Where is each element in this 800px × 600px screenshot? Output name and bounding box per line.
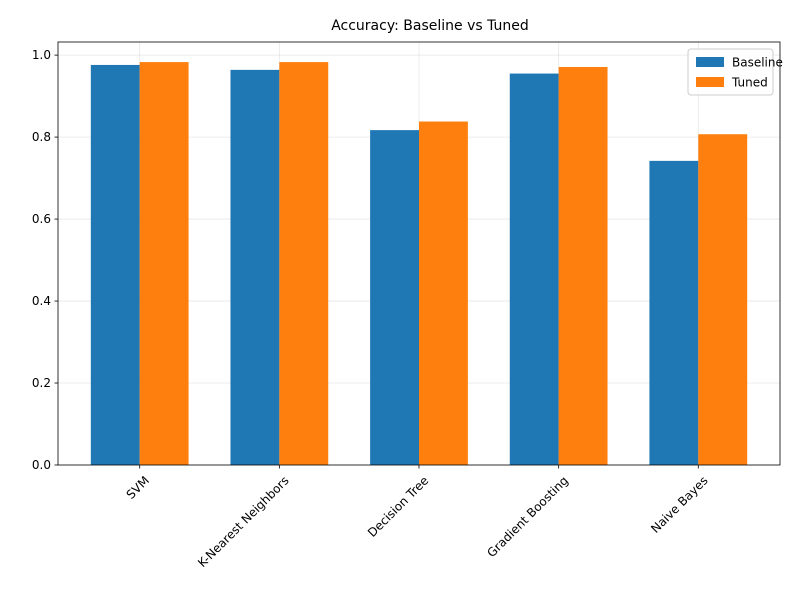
chart-title: Accuracy: Baseline vs Tuned	[331, 18, 529, 34]
legend-label-baseline: Baseline	[732, 56, 783, 70]
bar-tuned-3	[558, 67, 608, 466]
bar-baseline-2	[370, 130, 419, 465]
y-tick-label: 0.6	[32, 212, 51, 226]
bar-baseline-3	[509, 73, 559, 466]
y-tick-label: 0.4	[32, 294, 51, 308]
bar-baseline-4	[649, 160, 699, 465]
bar-tuned-4	[698, 134, 748, 466]
y-tick-label: 0.8	[32, 130, 51, 144]
bar-tuned-2	[419, 121, 468, 465]
legend: Baseline Tuned	[687, 48, 783, 96]
legend-label-tuned: Tuned	[731, 76, 768, 90]
y-tick-label: 0.0	[32, 458, 51, 472]
bars	[90, 62, 748, 466]
y-tick-label: 1.0	[32, 48, 51, 62]
legend-swatch-tuned	[696, 77, 724, 87]
bar-tuned-1	[279, 62, 329, 466]
legend-swatch-baseline	[696, 57, 724, 67]
bar-tuned-0	[139, 62, 189, 466]
bar-baseline-1	[230, 69, 280, 465]
bar-baseline-0	[90, 64, 140, 465]
y-tick-label: 0.2	[32, 376, 51, 390]
